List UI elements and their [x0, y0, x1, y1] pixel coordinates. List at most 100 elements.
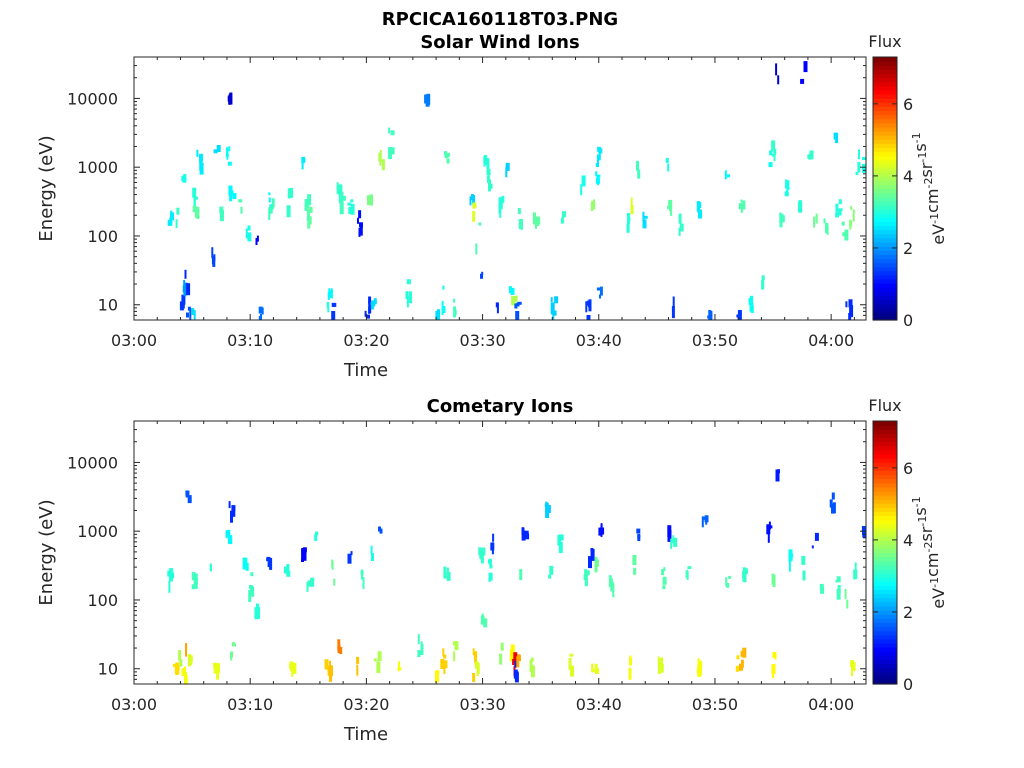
flux-cell	[662, 585, 666, 590]
flux-cell	[514, 660, 517, 668]
x-axis-label: Time	[343, 724, 388, 745]
flux-cell	[597, 154, 599, 167]
flux-cell	[356, 656, 360, 664]
flux-cell	[370, 545, 373, 554]
flux-cell	[337, 645, 341, 650]
flux-cell	[660, 657, 664, 665]
flux-cell	[841, 221, 845, 226]
colorbar-segment	[873, 225, 897, 231]
flux-cell	[585, 570, 590, 576]
flux-cell	[724, 170, 727, 180]
colorbar-segment	[873, 437, 897, 443]
colorbar-segment	[873, 540, 897, 545]
flux-cell	[788, 559, 791, 572]
flux-cell	[183, 288, 187, 297]
flux-cell	[636, 528, 641, 534]
flux-cell	[169, 568, 174, 574]
flux-cell	[373, 658, 377, 662]
y-tick-label: 1000	[77, 522, 118, 541]
colorbar-segment	[873, 601, 897, 607]
flux-cell	[289, 661, 294, 665]
flux-cell	[642, 219, 647, 229]
flux-cell	[307, 221, 311, 229]
flux-cell	[519, 569, 523, 581]
flux-cell	[172, 664, 175, 667]
flux-cell	[525, 533, 530, 540]
colorbar-segment	[873, 457, 897, 463]
flux-cell	[187, 306, 191, 311]
flux-cell	[779, 218, 783, 228]
flux-cell	[167, 570, 172, 577]
colorbar-tick-label: 0	[903, 675, 913, 694]
flux-cell	[228, 501, 231, 509]
flux-cell	[291, 664, 294, 677]
colorbar-segment	[873, 118, 897, 124]
y-tick-label: 1000	[77, 158, 118, 177]
panel-title: Cometary Ions	[427, 396, 574, 417]
colorbar-segment	[873, 466, 897, 471]
flux-cell	[301, 551, 305, 560]
flux-cell	[194, 210, 197, 218]
flux-cell	[518, 219, 523, 230]
flux-cell	[425, 97, 430, 107]
flux-cell	[472, 673, 476, 682]
flux-cell	[199, 162, 204, 175]
flux-cell	[185, 490, 190, 496]
flux-cell	[339, 199, 344, 205]
flux-cell	[570, 665, 574, 677]
x-tick-label: 03:00	[111, 331, 157, 350]
flux-cell	[183, 280, 186, 290]
colorbar-unit-label: eV-1cm-2sr-1s-1	[910, 496, 948, 608]
flux-cell	[546, 505, 551, 513]
flux-cell	[586, 315, 591, 320]
flux-cell	[289, 187, 294, 198]
flux-cell	[371, 553, 374, 561]
flux-cell	[309, 206, 313, 213]
flux-cell	[548, 574, 552, 579]
flux-cell	[585, 301, 588, 313]
colorbar-segment	[873, 523, 897, 529]
flux-cell	[181, 668, 186, 677]
colorbar-segment	[873, 474, 897, 480]
flux-cell	[398, 661, 400, 672]
flux-cell	[698, 660, 703, 669]
y-tick-label: 100	[87, 227, 118, 246]
flux-cell	[193, 310, 196, 320]
flux-cell	[769, 150, 773, 156]
flux-cell	[665, 157, 669, 163]
flux-cell	[850, 660, 855, 668]
flux-cell	[341, 191, 344, 198]
flux-cell	[183, 174, 187, 180]
flux-cell	[737, 310, 742, 320]
colorbar-segment	[873, 647, 897, 652]
flux-cell	[801, 555, 806, 565]
flux-cell	[490, 542, 495, 551]
flux-cell	[239, 199, 242, 203]
flux-cell	[443, 654, 447, 659]
flux-cell	[483, 156, 488, 164]
flux-cell	[505, 167, 508, 178]
colorbar-segment	[873, 110, 897, 116]
colorbar-tick-label: 4	[903, 531, 913, 550]
flux-cell	[835, 203, 839, 215]
flux-cell	[435, 670, 440, 674]
flux-cell	[790, 553, 794, 557]
flux-cell	[672, 296, 675, 308]
flux-cell	[454, 642, 459, 651]
colorbar-segment	[873, 589, 897, 595]
flux-cell	[698, 209, 702, 219]
flux-cell	[725, 577, 728, 587]
flux-cell	[630, 197, 633, 207]
flux-cell	[838, 199, 842, 205]
flux-cell	[472, 210, 476, 222]
colorbar-segment	[873, 221, 897, 227]
flux-cell	[315, 531, 319, 536]
flux-cell	[535, 221, 537, 229]
colorbar-segment	[873, 130, 897, 136]
colorbar-segment	[873, 77, 897, 83]
flux-cell	[367, 197, 371, 204]
flux-cell	[626, 223, 630, 233]
flux-cell	[247, 232, 252, 242]
flux-cell	[832, 502, 836, 514]
colorbar-segment	[873, 85, 897, 91]
